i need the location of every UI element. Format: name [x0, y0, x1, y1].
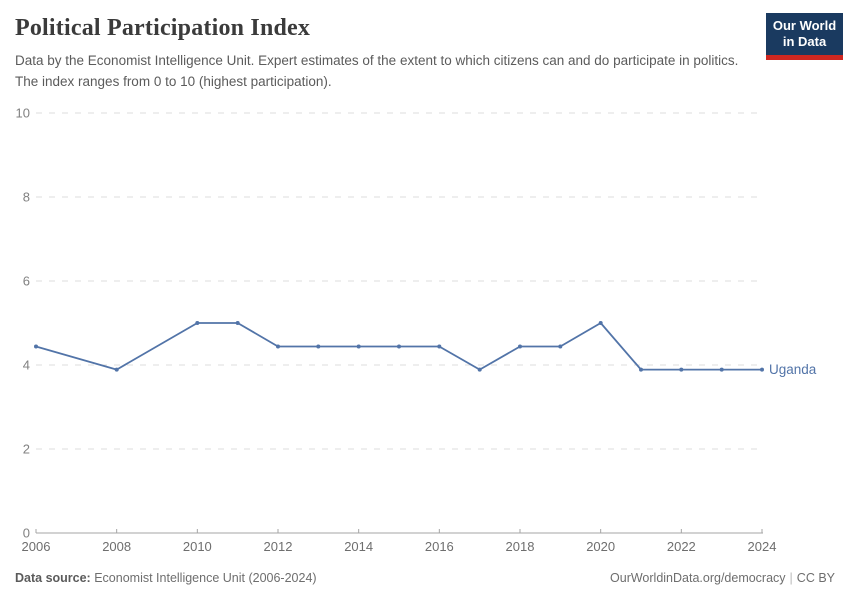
data-point-uganda-2011[interactable] [235, 321, 240, 325]
data-point-uganda-2022[interactable] [679, 367, 684, 372]
series-label-uganda: Uganda [769, 362, 817, 377]
y-axis-label-6: 6 [23, 274, 30, 289]
data-point-uganda-2020[interactable] [598, 321, 603, 325]
x-axis-label-2014: 2014 [344, 539, 373, 554]
footer-links: OurWorldinData.org/democracy | CC BY [610, 571, 835, 585]
data-point-uganda-2012[interactable] [276, 344, 280, 349]
chart-footer: Data source: Economist Intelligence Unit… [15, 571, 835, 585]
data-point-uganda-2006[interactable] [34, 344, 38, 349]
data-point-uganda-2023[interactable] [719, 367, 724, 372]
x-axis-label-2024: 2024 [748, 539, 777, 554]
y-axis-label-4: 4 [23, 358, 30, 373]
owid-logo[interactable]: Our World in Data [766, 13, 843, 60]
data-point-uganda-2015[interactable] [397, 344, 401, 349]
x-axis-label-2016: 2016 [425, 539, 454, 554]
chart-header: Political Participation Index Data by th… [15, 14, 755, 93]
y-axis-label-0: 0 [23, 526, 30, 541]
y-axis-label-2: 2 [23, 442, 30, 457]
data-point-uganda-2010[interactable] [195, 321, 200, 325]
data-point-uganda-2008[interactable] [114, 367, 119, 372]
y-axis-label-8: 8 [23, 190, 30, 205]
data-point-uganda-2017[interactable] [477, 367, 482, 372]
data-point-uganda-2014[interactable] [356, 344, 361, 349]
x-axis-label-2012: 2012 [264, 539, 293, 554]
x-axis-label-2018: 2018 [506, 539, 535, 554]
data-source-label: Data source: [15, 571, 91, 585]
x-axis-label-2010: 2010 [183, 539, 212, 554]
y-axis-label-10: 10 [16, 106, 30, 121]
data-source-value: Economist Intelligence Unit (2006-2024) [94, 571, 317, 585]
chart-title: Political Participation Index [15, 15, 311, 41]
chart-subtitle: Data by the Economist Intelligence Unit.… [15, 52, 739, 89]
x-axis-label-2020: 2020 [586, 539, 615, 554]
data-source: Data source: Economist Intelligence Unit… [15, 571, 317, 585]
owid-logo-line2: in Data [782, 34, 827, 50]
data-point-uganda-2021[interactable] [639, 367, 643, 372]
license-label: CC BY [796, 571, 835, 585]
data-point-uganda-2013[interactable] [316, 344, 321, 349]
owid-url-link[interactable]: OurWorldinData.org/democracy [610, 571, 786, 585]
x-axis-label-2006: 2006 [22, 539, 51, 554]
footer-separator: | [789, 571, 793, 585]
owid-logo-line1: Our World [772, 18, 837, 33]
data-point-uganda-2019[interactable] [558, 344, 563, 349]
x-axis-label-2008: 2008 [102, 539, 131, 554]
x-axis-label-2022: 2022 [667, 539, 696, 554]
data-point-uganda-2016[interactable] [437, 344, 442, 349]
data-point-uganda-2024[interactable] [760, 367, 764, 372]
data-point-uganda-2018[interactable] [518, 344, 522, 349]
